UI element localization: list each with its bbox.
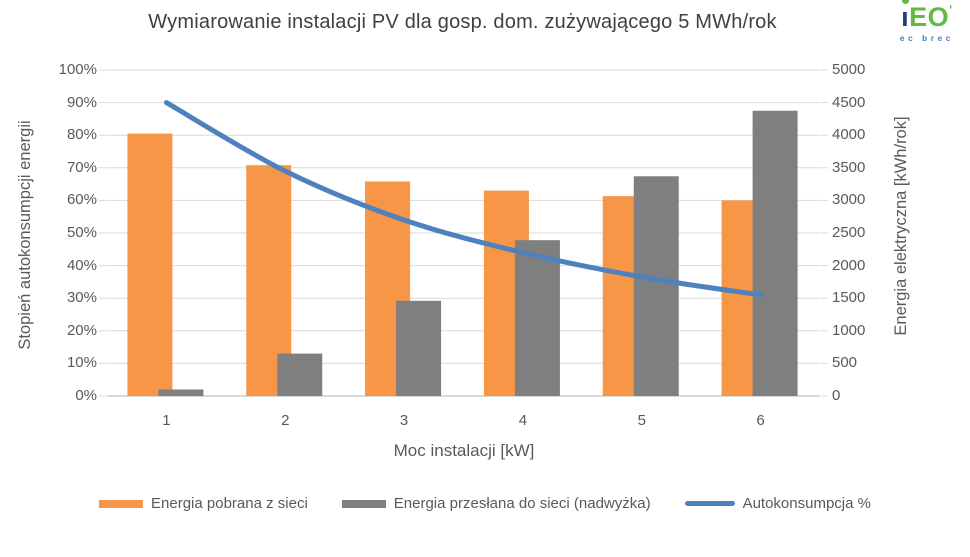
right-axis-tick-label: 1000 bbox=[832, 321, 866, 339]
right-axis-tick-label: 3500 bbox=[832, 158, 866, 176]
left-axis-tick-label: 100% bbox=[58, 61, 97, 78]
x-axis-tick-label: 1 bbox=[162, 412, 171, 429]
legend-swatch-blue-line bbox=[684, 501, 735, 506]
left-axis-tick-label: 0% bbox=[75, 387, 97, 404]
legend-label-autokonsumpcja: Autokonsumpcja % bbox=[742, 495, 871, 512]
x-axis-tick-label: 2 bbox=[281, 412, 290, 429]
chart-title: Wymiarowanie instalacji PV dla gosp. dom… bbox=[148, 11, 777, 33]
x-axis-title: Moc instalacji [kW] bbox=[393, 441, 535, 460]
x-axis-tick-label: 4 bbox=[518, 412, 528, 429]
x-axis-tick-label: 5 bbox=[637, 412, 646, 429]
right-axis-tick-label: 500 bbox=[832, 354, 858, 372]
x-axis-tick-label: 3 bbox=[399, 412, 409, 429]
legend-swatch-gray bbox=[341, 499, 386, 508]
chart-plot-area bbox=[99, 69, 828, 397]
right-axis-tick-label: 3000 bbox=[832, 191, 866, 209]
left-axis-tick-label: 40% bbox=[66, 256, 97, 274]
bar-series0-cat1 bbox=[127, 133, 173, 396]
autokonsumpcja-line bbox=[163, 100, 764, 298]
left-axis-tick-label: 50% bbox=[66, 224, 97, 241]
left-axis-tick-label: 90% bbox=[66, 93, 97, 111]
bar-series1-cat5 bbox=[633, 176, 679, 396]
left-axis-tick-label: 30% bbox=[66, 289, 97, 307]
legend-label-energia-pobrana: Energia pobrana z sieci bbox=[151, 495, 308, 512]
left-axis-tick-label: 20% bbox=[66, 321, 97, 339]
left-axis-tick-label: 80% bbox=[66, 126, 97, 144]
right-axis-tick-label: 2000 bbox=[832, 256, 866, 274]
ieo-logo: ı EO' ec brec bbox=[899, 0, 954, 43]
ieo-logo-letter-i: ı bbox=[901, 0, 910, 31]
legend-item-energia-pobrana: Energia pobrana z sieci bbox=[99, 495, 308, 512]
right-axis-tick-label: 1500 bbox=[832, 289, 866, 307]
legend-item-autokonsumpcja: Autokonsumpcja % bbox=[684, 495, 871, 512]
left-axis-tick-label: 60% bbox=[66, 191, 97, 209]
ieo-logo-green-dot-icon bbox=[902, 0, 910, 4]
chart-legend: Energia pobrana z sieci Energia przesłan… bbox=[0, 495, 970, 512]
right-axis-tick-label: 5000 bbox=[832, 61, 866, 78]
left-axis-tick-label: 10% bbox=[66, 354, 97, 372]
bar-series1-cat3 bbox=[396, 300, 442, 396]
ieo-logo-mark: ' bbox=[949, 3, 953, 17]
left-axis-tick-label: 70% bbox=[66, 158, 97, 176]
bar-series1-cat2 bbox=[277, 353, 323, 396]
bar-series1-cat4 bbox=[514, 240, 560, 396]
right-axis-tick-label: 4500 bbox=[832, 93, 866, 111]
ieo-logo-subtext: ec brec bbox=[899, 33, 954, 43]
legend-item-energia-przeslana: Energia przesłana do sieci (nadwyżka) bbox=[341, 495, 651, 512]
ieo-logo-letters-eo: EO bbox=[909, 2, 950, 32]
ieo-logo-text: ı EO' bbox=[901, 0, 953, 32]
legend-label-energia-przeslana: Energia przesłana do sieci (nadwyżka) bbox=[393, 495, 651, 512]
bar-series1-cat1 bbox=[158, 389, 204, 396]
legend-swatch-orange bbox=[99, 499, 144, 508]
bar-series1-cat6 bbox=[752, 110, 798, 396]
right-axis-tick-label: 2500 bbox=[832, 224, 866, 241]
x-axis-tick-label: 6 bbox=[756, 412, 765, 429]
right-axis-tick-label: 4000 bbox=[832, 126, 866, 144]
right-axis-tick-label: 0 bbox=[832, 387, 841, 404]
